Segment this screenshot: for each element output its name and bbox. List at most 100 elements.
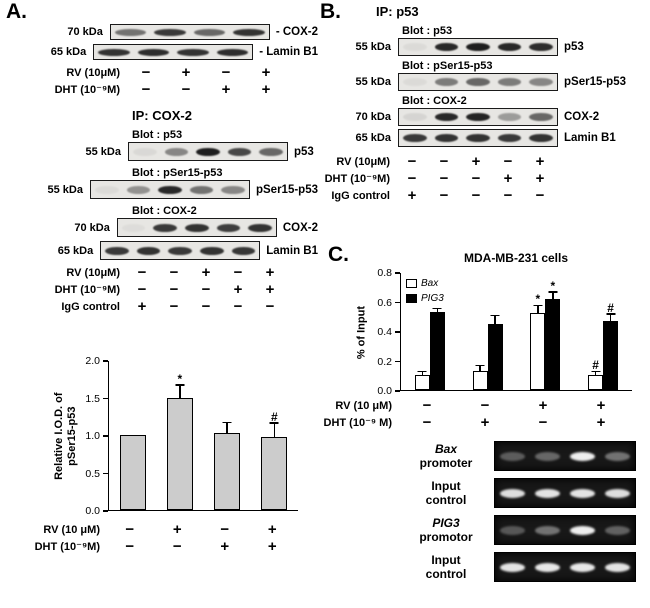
blot-row: 70 kDa COX-2 <box>318 108 650 126</box>
treatment-symbols: − − + − + <box>126 264 286 281</box>
error-bar <box>537 305 539 314</box>
error-bar <box>226 423 228 433</box>
blot-row: 55 kDa pSer15-p53 <box>318 73 650 91</box>
gel-strip <box>494 441 636 471</box>
gel-row: PIG3 promotor <box>402 515 650 545</box>
treatment-label: DHT (10⁻⁹M) <box>34 541 100 553</box>
error-bar-cap <box>606 313 616 315</box>
bar <box>261 437 288 510</box>
protein-band <box>177 48 209 56</box>
bar-group <box>459 273 517 390</box>
treatment-label: IgG control <box>61 300 120 313</box>
legend-entry-bax: Bax <box>406 277 444 290</box>
blot-title: Blot : pSer15-p53 <box>132 167 223 179</box>
gel-band <box>500 525 525 535</box>
protein-band <box>497 134 522 142</box>
y-tick-label: 0.8 <box>377 267 392 279</box>
protein-name-label: pSer15-p53 <box>255 183 318 196</box>
molecular-weight-label: 70 kDa <box>355 111 391 123</box>
protein-band <box>126 185 151 194</box>
protein-band <box>403 134 427 142</box>
treatment-row: DHT (10⁻⁹M) − − + + <box>0 81 318 98</box>
gel-band <box>535 451 560 461</box>
blot-row: 65 kDa - Lamin B1 <box>0 44 318 60</box>
blot-row: 55 kDa p53 <box>318 38 650 56</box>
error-bar-cap <box>548 291 558 293</box>
error-bar <box>594 372 597 376</box>
bax-bar <box>588 375 604 390</box>
treatment-label: DHT (10⁻⁹M) <box>324 173 390 185</box>
blot-strip <box>116 218 277 237</box>
molecular-weight-label: 55 kDa <box>355 76 391 88</box>
panel-b-label: B. <box>320 0 341 23</box>
treatment-symbol: − <box>233 298 243 315</box>
treatment-symbols: − + − + <box>106 521 296 538</box>
protein-name-label: p53 <box>294 145 314 158</box>
protein-band <box>403 43 427 51</box>
gel-label-line1: Input <box>431 552 461 567</box>
protein-band <box>529 134 553 142</box>
treatment-symbol: + <box>535 153 545 170</box>
treatment-symbol: − <box>439 187 449 204</box>
protein-name-label: - COX-2 <box>275 26 318 38</box>
error-bar-cap <box>475 365 485 367</box>
treatment-symbol: − <box>181 81 191 98</box>
gel-band <box>605 525 630 535</box>
pig3-bar <box>487 323 503 390</box>
molecular-weight-label: 65 kDa <box>355 132 391 144</box>
blot-title: Blot : COX-2 <box>402 95 467 107</box>
protein-band <box>233 28 265 36</box>
protein-name-label: p53 <box>564 41 584 53</box>
treatment-row: DHT (10⁻⁹ M) − + − + <box>318 414 650 431</box>
protein-band <box>189 185 214 194</box>
pig3-bar <box>603 320 619 390</box>
gel-band <box>605 562 630 572</box>
treatment-symbol: + <box>265 264 275 281</box>
blot-title: Blot : pSer15-p53 <box>402 60 493 72</box>
protein-band <box>133 147 157 156</box>
y-tick-label: 0.5 <box>85 467 100 480</box>
bax-bar-holder <box>472 273 488 390</box>
treatment-row: DHT (10⁻⁹M) − − + + <box>0 538 318 555</box>
treatment-symbol: − <box>137 264 147 281</box>
significance-marker: * <box>535 291 541 306</box>
protein-band <box>403 78 427 86</box>
gel-label-line1: Bax <box>434 441 457 456</box>
treatment-symbol: − <box>471 170 481 187</box>
error-bar <box>552 292 554 299</box>
protein-band <box>466 43 490 51</box>
treatment-symbol: − <box>125 538 135 555</box>
bax-swatch-icon <box>406 279 417 288</box>
panel-a: A. 70 kDa - COX-2 65 kDa - Lamin B1 RV (10μ… <box>0 0 318 608</box>
treatment-symbol: + <box>407 187 417 204</box>
treatment-symbol: + <box>471 153 481 170</box>
protein-band <box>497 113 522 121</box>
treatment-row: RV (10 μM) − − + + <box>318 397 650 414</box>
plot-area: * * # # <box>400 273 632 391</box>
panel-a-ip-conditions: RV (10μM) − − + − + DHT (10⁻⁹M) − − − + + IgG contro… <box>0 264 318 315</box>
protein-band <box>200 246 224 255</box>
significance-marker: # <box>607 300 614 315</box>
protein-band <box>216 223 241 232</box>
treatment-symbol: − <box>471 187 481 204</box>
treatment-symbol: + <box>261 64 271 81</box>
protein-band <box>221 185 245 194</box>
error-bar <box>479 366 481 371</box>
chip-gel-section: Bax promoter Input control PIG3 promotor Input… <box>318 441 650 582</box>
treatment-row: DHT (10⁻⁹M) − − − + + <box>0 281 318 298</box>
chart-c-title: MDA-MB-231 cells <box>463 251 569 265</box>
gel-band <box>500 562 525 572</box>
y-tick-mark <box>395 272 400 274</box>
y-tick-label: 1.0 <box>85 430 100 442</box>
gel-label: Input control <box>402 553 490 582</box>
blot-title: Blot : p53 <box>132 129 183 141</box>
error-bar-cap <box>175 384 185 386</box>
treatment-symbol: − <box>233 264 243 281</box>
panel-b-conditions: RV (10μM) − − + − + DHT (10⁻⁹M) − − − + + IgG contro… <box>318 153 650 204</box>
treatment-symbol: + <box>220 538 230 555</box>
treatment-row: DHT (10⁻⁹M) − − − + + <box>318 170 650 187</box>
treatment-label: RV (10μM) <box>66 66 120 79</box>
bar-lane: * <box>156 361 203 510</box>
gel-row: Bax promoter <box>402 441 650 471</box>
